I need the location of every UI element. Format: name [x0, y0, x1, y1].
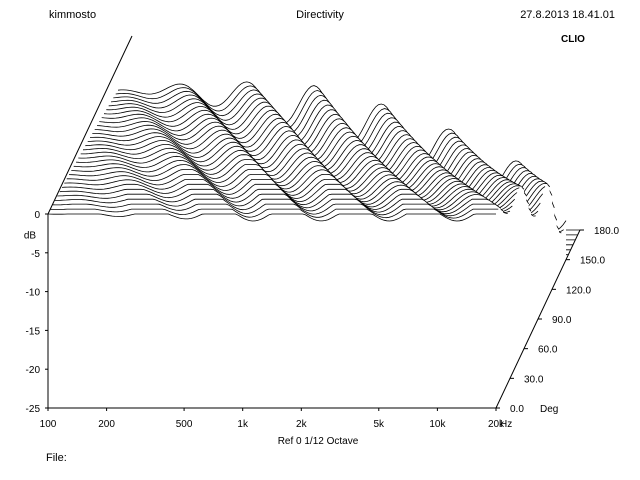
- x-tick-label: 5k: [374, 419, 386, 430]
- curve-45: [68, 169, 518, 210]
- x-tick-label: 10k: [429, 419, 446, 430]
- y-tick-label: -20: [26, 365, 41, 376]
- curve-105: [96, 117, 546, 213]
- x-unit-label: Hz: [500, 419, 512, 430]
- back-edge: [47, 35, 133, 215]
- z-tick-label: 30.0: [524, 374, 544, 385]
- z-tick-label: 60.0: [538, 345, 558, 356]
- header-left: kimmosto: [49, 9, 97, 21]
- z-unit-label: Deg: [540, 404, 558, 415]
- curve-5: [50, 208, 499, 219]
- footer-file-label: File:: [46, 452, 67, 464]
- curve-15: [55, 198, 504, 215]
- waterfall-curves: [47, 81, 580, 408]
- chart-title: Directivity: [296, 9, 344, 21]
- x-tick-label: 500: [176, 419, 193, 430]
- curve-115: [101, 109, 551, 210]
- curve-0: [47, 213, 496, 222]
- curve-110: [99, 113, 548, 212]
- y-unit-label: dB: [24, 230, 37, 241]
- y-tick-label: -5: [31, 249, 40, 260]
- z-tick-label: 120.0: [566, 285, 591, 296]
- y-tick-label: -15: [26, 326, 41, 337]
- z-tick-label: 0.0: [510, 404, 524, 415]
- curve-10: [52, 203, 501, 217]
- y-tick-label: 0: [34, 210, 40, 221]
- z-tick-label: 90.0: [552, 315, 572, 326]
- brand-logo: CLIO: [561, 34, 585, 45]
- curve-fill-0: [48, 214, 496, 408]
- y-tick-label: -10: [26, 288, 41, 299]
- x-tick-label: 1k: [237, 419, 249, 430]
- z-tick-label: 150.0: [580, 256, 605, 267]
- y-tick-label: -25: [26, 404, 41, 415]
- curve-50: [71, 164, 520, 209]
- curve-40: [66, 174, 515, 212]
- curve-60: [75, 154, 525, 207]
- x-tick-label: 20k: [488, 419, 505, 430]
- x-tick-label: 200: [98, 419, 115, 430]
- header-timestamp: 27.8.2013 18.41.01: [520, 9, 615, 21]
- x-tick-label: 100: [40, 419, 57, 430]
- footer-info: Ref 0 1/12 Octave: [278, 436, 359, 447]
- z-tick-label: 180.0: [594, 226, 619, 237]
- x-tick-label: 2k: [296, 419, 308, 430]
- curve-55: [73, 159, 522, 208]
